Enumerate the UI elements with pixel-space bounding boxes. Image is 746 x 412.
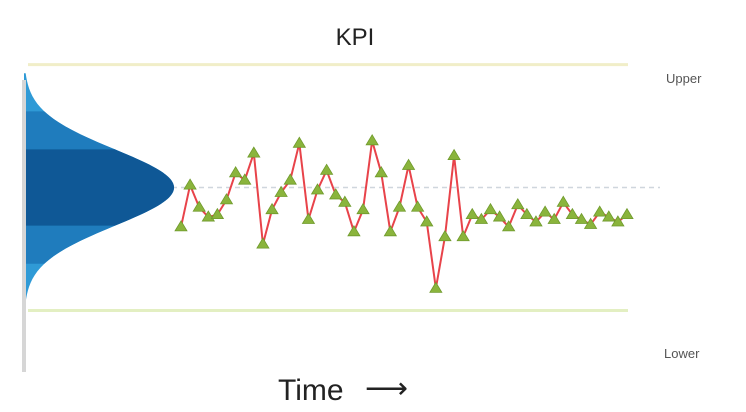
data-point-marker	[511, 197, 525, 210]
data-point-marker	[228, 166, 243, 178]
data-point-marker	[547, 212, 561, 224]
data-point-marker	[210, 207, 225, 220]
data-point-marker	[347, 225, 361, 237]
data-point-marker	[556, 195, 570, 207]
data-point-marker	[183, 178, 197, 190]
data-point-marker	[365, 134, 379, 146]
data-point-marker	[374, 166, 388, 178]
data-point-marker	[274, 185, 288, 197]
data-point-marker	[247, 146, 261, 158]
data-point-marker	[410, 200, 425, 212]
data-point-marker	[420, 215, 434, 227]
upper-limit-label: Upper	[666, 71, 702, 86]
data-point-marker	[574, 212, 589, 224]
data-point-marker	[438, 229, 452, 242]
data-point-marker	[192, 200, 206, 212]
data-point-marker	[310, 183, 325, 195]
data-point-marker	[592, 205, 607, 217]
data-point-marker	[219, 193, 234, 205]
data-point-marker	[429, 281, 443, 293]
data-point-marker	[383, 225, 398, 237]
chart-title: KPI	[336, 24, 375, 51]
data-point-marker	[329, 188, 343, 200]
data-point-marker	[292, 136, 307, 148]
lower-limit-label: Lower	[664, 346, 700, 361]
x-axis-arrow-icon: ⟶	[365, 372, 408, 405]
data-point-marker	[447, 148, 461, 160]
data-point-marker	[319, 163, 334, 175]
data-point-marker	[338, 195, 352, 207]
data-point-marker	[356, 202, 370, 215]
distribution-curve	[24, 73, 174, 302]
data-point-marker	[465, 207, 479, 220]
x-axis-title: Time	[278, 374, 344, 407]
data-point-marker	[611, 215, 625, 227]
data-point-marker	[492, 210, 507, 222]
data-point-marker	[392, 200, 407, 212]
data-point-marker	[538, 205, 552, 217]
data-point-marker	[483, 202, 498, 215]
data-point-marker	[265, 202, 279, 215]
data-point-marker	[565, 207, 580, 220]
series-line	[180, 139, 628, 290]
data-point-marker	[583, 217, 598, 229]
data-point-marker	[602, 210, 616, 222]
limit-lines	[28, 63, 660, 313]
data-point-marker	[620, 207, 634, 220]
data-point-marker	[520, 207, 534, 220]
distribution-band-1sd	[24, 149, 174, 226]
data-point-marker	[238, 173, 252, 185]
data-point-marker	[529, 215, 543, 227]
data-point-marker	[401, 158, 416, 170]
series-group	[174, 134, 634, 293]
data-point-marker	[501, 220, 516, 232]
data-point-marker	[474, 212, 489, 224]
data-point-marker	[283, 173, 297, 185]
data-point-marker	[301, 212, 316, 224]
data-point-marker	[256, 237, 270, 249]
data-point-marker	[456, 229, 470, 242]
data-point-marker	[174, 220, 188, 232]
